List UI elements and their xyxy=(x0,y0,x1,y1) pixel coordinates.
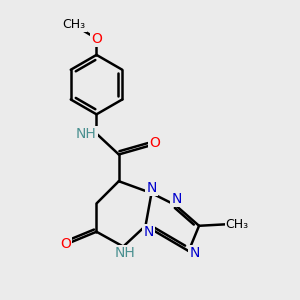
Text: O: O xyxy=(149,136,160,150)
Text: NH: NH xyxy=(76,127,97,141)
Text: CH₃: CH₃ xyxy=(63,18,86,31)
Text: N: N xyxy=(189,246,200,260)
Text: N: N xyxy=(146,181,157,195)
Text: O: O xyxy=(91,32,102,46)
Text: N: N xyxy=(143,225,154,239)
Text: NH: NH xyxy=(114,246,135,260)
Text: N: N xyxy=(172,192,182,206)
Text: O: O xyxy=(60,237,71,250)
Text: CH₃: CH₃ xyxy=(226,218,249,231)
